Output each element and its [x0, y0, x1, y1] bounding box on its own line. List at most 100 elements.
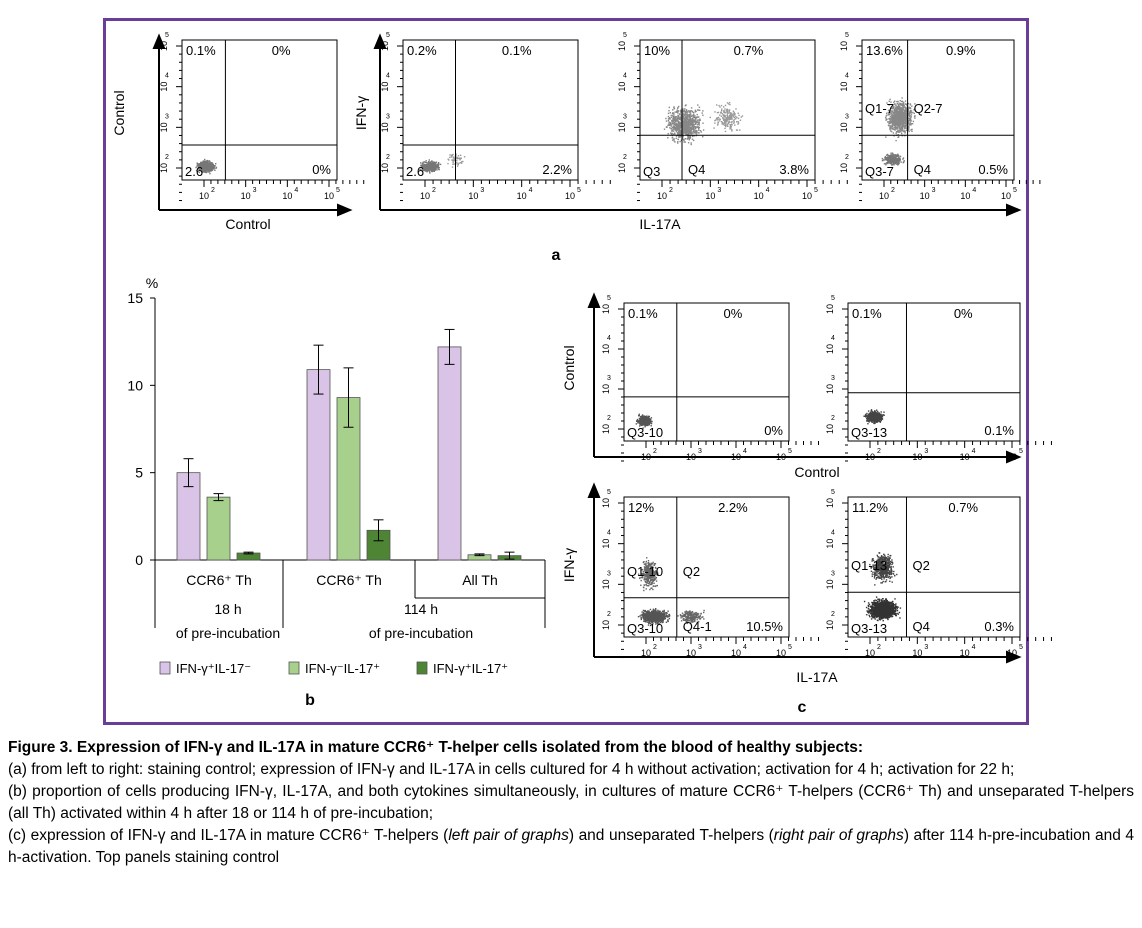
c-plot-3-q-ll: Q3-10 — [627, 621, 663, 636]
c-plot-4-ytick: 10 — [825, 539, 835, 549]
c-plot-2-xtick: 10 — [960, 452, 970, 462]
a-plot-1-ytick: 10 — [159, 163, 169, 173]
a-plot-2-ytick: 10 — [380, 122, 390, 132]
c-plot-3-xtick: 10 — [731, 648, 741, 658]
c-plot-1-ytick-exp: 5 — [607, 295, 611, 302]
c-plot-3-xtick: 10 — [641, 648, 651, 658]
b-category-label: All Th — [462, 572, 498, 588]
a-plot-1-xtick-exp: 2 — [211, 187, 215, 194]
c-plot-3-ytick: 10 — [601, 620, 611, 630]
a-plot-1-q-ur: 0% — [272, 43, 291, 58]
a-plot-3-ytick-exp: 5 — [623, 32, 627, 39]
a-plot-4-q-lr-name: Q4 — [914, 162, 931, 177]
a-plot-4-ytick-exp: 5 — [845, 32, 849, 39]
c-plot-1-ytick-exp: 3 — [607, 375, 611, 382]
c-plot-2-xtick-exp: 3 — [924, 448, 928, 455]
c-plot-3-q-ul-name: Q1-10 — [627, 564, 663, 579]
c-plot-2-ytick-exp: 3 — [831, 375, 835, 382]
a-plot-4-xtick: 10 — [960, 191, 970, 201]
b-legend-swatch — [288, 661, 300, 675]
a-plot-3-xtick-exp: 5 — [814, 187, 818, 194]
a-plot-3-q-ll-name: Q3 — [643, 164, 660, 179]
a-plot-1-ytick-exp: 2 — [165, 154, 169, 161]
a-plot-3-dots — [663, 101, 744, 146]
c-plot-4-q-ul: 11.2% — [852, 500, 888, 515]
c-plot-2-xtick: 10 — [1007, 452, 1017, 462]
a-plot-3-xtick: 10 — [754, 191, 764, 201]
b-ytick-label: 0 — [135, 552, 143, 568]
c-plot-3-xtick-exp: 3 — [698, 644, 702, 651]
c-plot-3-ytick-exp: 3 — [607, 570, 611, 577]
c-plot-1-ytick: 10 — [601, 304, 611, 314]
caption-c-left: left pair of graphs — [448, 827, 569, 844]
a-plot-4-q-ul: 13.6% — [866, 43, 903, 58]
a-plot-2-q-ul: 0.2% — [407, 43, 437, 58]
a-plot-3-ytick: 10 — [617, 122, 627, 132]
b-legend-label: IFN-γ⁺IL-17⁺ — [433, 661, 508, 676]
a-plot-2-ytick-exp: 5 — [386, 32, 390, 39]
c-plot-2-ytick: 10 — [825, 344, 835, 354]
c-plot-2-ytick: 10 — [825, 304, 835, 314]
c-plot-1-ytick: 10 — [601, 424, 611, 434]
a-plot-2-q-lr: 2.2% — [542, 162, 572, 177]
panel-c-letter: c — [798, 699, 807, 716]
c-plot-2-xtick-exp: 4 — [972, 448, 976, 455]
b-group-label-114h: 114 h — [404, 601, 438, 617]
a-plot-3-ytick: 10 — [617, 41, 627, 51]
b-legend-swatch — [159, 661, 171, 675]
a-plot-4-xtick-exp: 4 — [972, 187, 976, 194]
caption-line-c: (c) expression of IFN-γ and IL-17A in ma… — [8, 825, 1134, 869]
a-plot-3-ytick-exp: 3 — [623, 113, 627, 120]
caption-c-part2: ) and unseparated T-helpers ( — [568, 827, 774, 844]
a-plot-4-ytick: 10 — [839, 163, 849, 173]
a-plot-3-ytick: 10 — [617, 163, 627, 173]
a-plot-2-xtick-exp: 3 — [480, 187, 484, 194]
c-plot-2-q-lr: 0.1% — [984, 423, 1014, 438]
a-plot-4-q-ll-name: Q3-7 — [865, 164, 894, 179]
a-plot-4-ytick: 10 — [839, 82, 849, 92]
a-plot-3-q-lr-name: Q4 — [688, 162, 705, 177]
panel-b-letter: b — [305, 692, 315, 709]
c-plot-1-xtick-exp: 3 — [698, 448, 702, 455]
c-plot-2-dots — [863, 409, 885, 425]
c-plot-1-q-ul: 0.1% — [628, 306, 658, 321]
a-plot-3-ytick-exp: 2 — [623, 154, 627, 161]
c-plot-1-q-lr: 0% — [764, 423, 783, 438]
c-plot-4-xtick: 10 — [960, 648, 970, 658]
a-plot-1-q-ll: 2.6 — [185, 164, 203, 179]
c-plot-1-xtick: 10 — [641, 452, 651, 462]
c-plot-3-ytick-exp: 4 — [607, 530, 611, 537]
c-plot-3-dots — [637, 557, 705, 626]
a-plot-3-xtick: 10 — [657, 191, 667, 201]
a-plot-4-dots — [881, 97, 916, 166]
a-plot-4-q-ur-name: Q2-7 — [914, 101, 943, 116]
c-plot-1-xtick: 10 — [776, 452, 786, 462]
c-plot-4-ytick: 10 — [825, 620, 835, 630]
a-plot-4-q-ur: 0.9% — [946, 43, 976, 58]
a-plot-2-xtick-exp: 5 — [577, 187, 581, 194]
a-plot-2-ytick-exp: 4 — [386, 73, 390, 80]
c-plot-4-q-lr-name: Q4 — [912, 619, 929, 634]
a-plot-4-xtick: 10 — [1001, 191, 1011, 201]
panel-a-letter: a — [552, 247, 561, 264]
a-plot-2-ytick: 10 — [380, 82, 390, 92]
a-plot-1-ytick: 10 — [159, 41, 169, 51]
c-plot-1-dots — [635, 413, 653, 429]
c-plot-2-ytick-exp: 2 — [831, 415, 835, 422]
a-plot-3-xtick-exp: 3 — [717, 187, 721, 194]
c-plot-1-xtick-exp: 2 — [653, 448, 657, 455]
b-legend-label: IFN-γ⁻IL-17⁺ — [305, 661, 380, 676]
c-plot-4-q-lr: 0.3% — [984, 619, 1014, 634]
c-ylabel-control: Control — [561, 345, 577, 390]
b-legend-swatch — [416, 661, 428, 675]
a-plot-2-q-ur: 0.1% — [502, 43, 532, 58]
c-plot-2-q-ll: Q3-13 — [851, 425, 887, 440]
a-plot-4-xtick-exp: 2 — [891, 187, 895, 194]
a-plot-2-xtick: 10 — [468, 191, 478, 201]
caption-line-a: (a) from left to right: staining control… — [8, 761, 1015, 778]
c-plot-1-xtick: 10 — [686, 452, 696, 462]
a-plot-4-q-ul-name: Q1-7 — [865, 101, 894, 116]
figure-caption: Figure 3. Expression of IFN-γ and IL-17A… — [8, 737, 1134, 869]
c-plot-4-ytick-exp: 2 — [831, 611, 835, 618]
